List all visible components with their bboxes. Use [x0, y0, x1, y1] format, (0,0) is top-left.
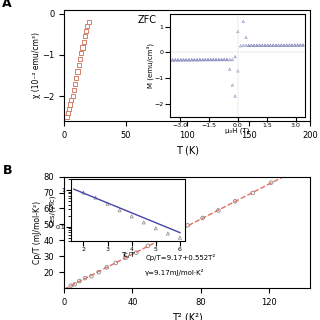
X-axis label: T² (K²): T² (K²) — [172, 312, 203, 320]
Point — [69, 98, 74, 103]
Point — [134, 250, 139, 255]
Point — [233, 199, 238, 204]
Point — [250, 190, 255, 196]
Point — [72, 282, 77, 287]
Point — [75, 69, 80, 74]
Point — [268, 180, 274, 185]
Point — [171, 230, 176, 236]
Point — [86, 20, 91, 25]
Point — [89, 274, 94, 279]
Point — [113, 260, 118, 266]
Point — [68, 102, 73, 107]
Point — [68, 283, 73, 288]
Text: B: B — [3, 164, 12, 177]
Point — [80, 45, 85, 50]
Point — [85, 24, 90, 29]
Point — [76, 63, 81, 68]
Point — [81, 39, 86, 44]
Point — [77, 57, 83, 62]
Point — [96, 269, 101, 275]
Point — [288, 171, 293, 176]
Point — [79, 50, 84, 55]
Point — [123, 255, 128, 260]
Point — [65, 110, 70, 115]
Text: ZFC: ZFC — [138, 15, 157, 25]
Point — [70, 94, 75, 99]
Point — [158, 237, 163, 242]
Point — [308, 160, 313, 165]
X-axis label: T (K): T (K) — [176, 145, 199, 155]
Point — [84, 28, 89, 34]
Point — [73, 81, 78, 86]
Point — [104, 265, 109, 270]
Text: A: A — [3, 0, 12, 10]
Text: Cp/T=9.17+0.552T²: Cp/T=9.17+0.552T² — [145, 254, 216, 261]
Point — [82, 34, 87, 39]
Point — [74, 75, 79, 80]
Y-axis label: Cp/T (mJ/mol-K²): Cp/T (mJ/mol-K²) — [33, 201, 42, 264]
Point — [66, 106, 71, 111]
Text: γ=9.17mJ/mol·K²: γ=9.17mJ/mol·K² — [145, 268, 205, 276]
Point — [145, 243, 150, 248]
Point — [200, 215, 205, 220]
Point — [77, 278, 82, 284]
Y-axis label: χ (10⁻² emu/cm³): χ (10⁻² emu/cm³) — [32, 32, 41, 98]
Point — [216, 208, 221, 213]
Point — [71, 87, 76, 92]
Point — [185, 223, 190, 228]
Point — [83, 276, 88, 281]
Point — [64, 114, 69, 119]
